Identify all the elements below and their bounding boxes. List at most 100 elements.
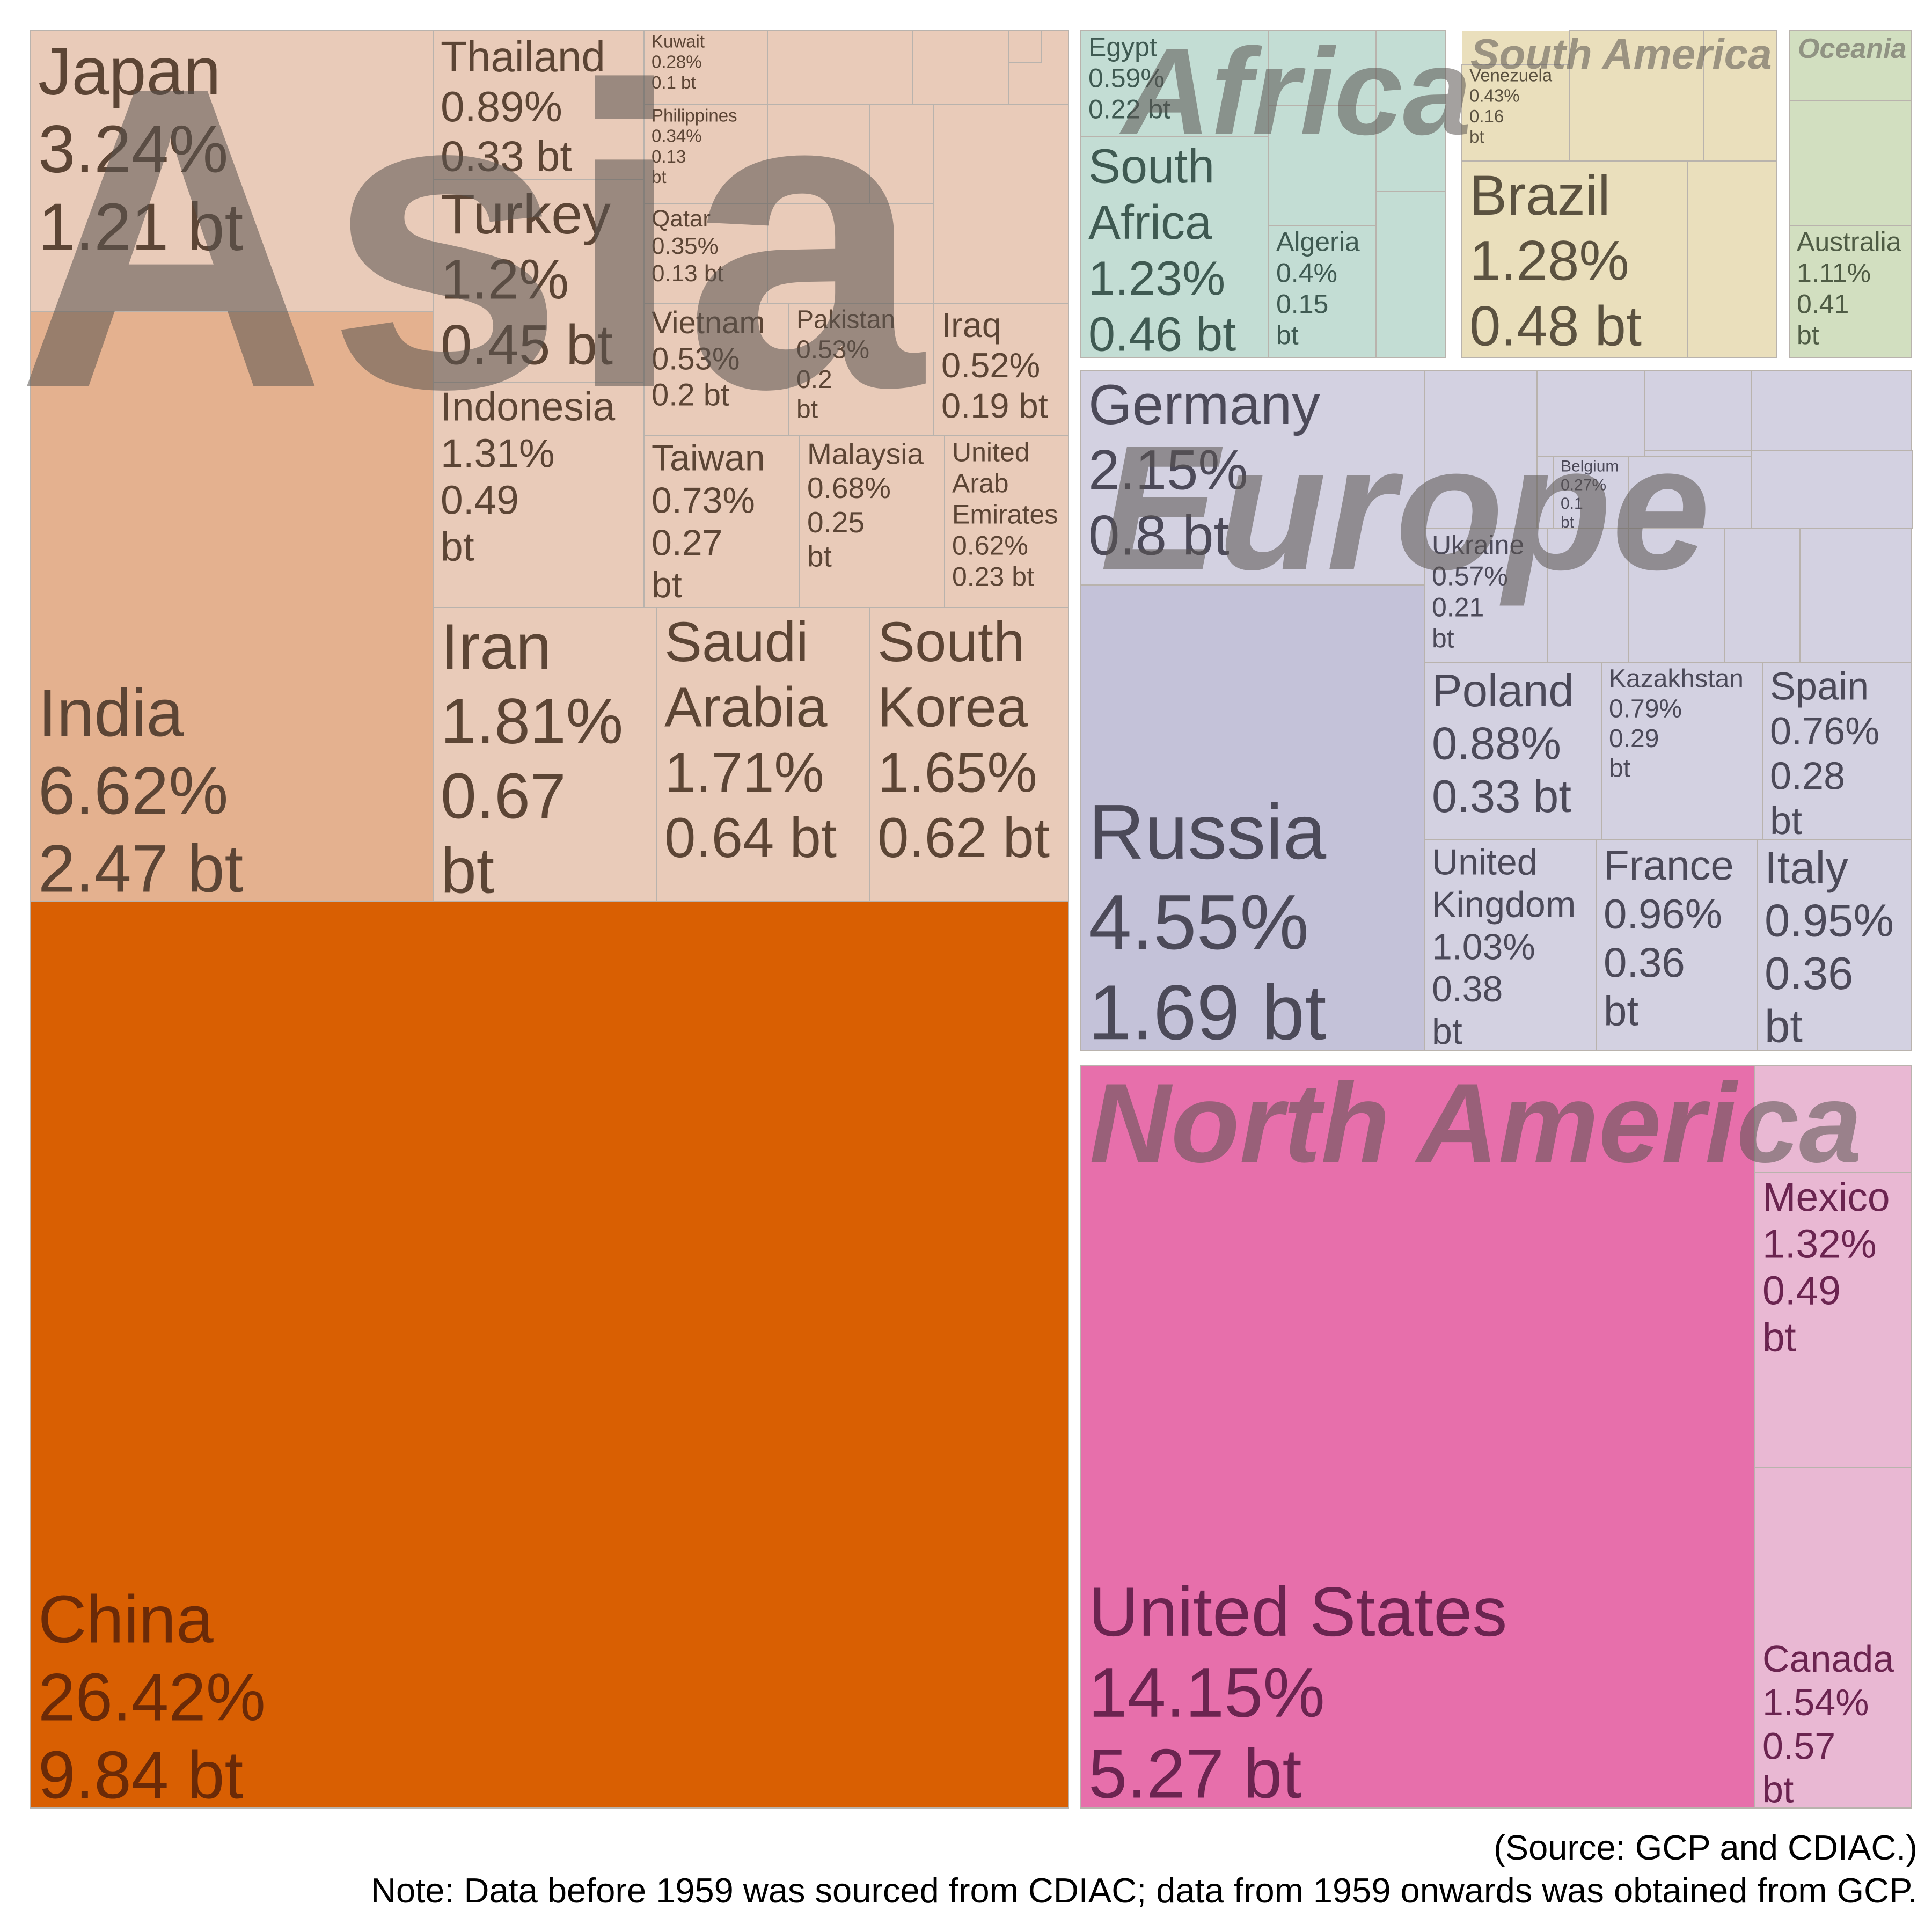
tile-brazil bbox=[1461, 160, 1688, 358]
label-germany: Germany 2.15% 0.8 bt bbox=[1088, 374, 1320, 567]
tile-other-4 bbox=[912, 30, 1009, 105]
label-qatar: Qatar 0.35% 0.13 bt bbox=[652, 206, 724, 287]
tile-south-africa bbox=[1080, 136, 1269, 358]
label-saudi-arabia: Saudi Arabia 1.71% 0.64 bt bbox=[664, 611, 837, 869]
label-indonesia: Indonesia 1.31% 0.49 bt bbox=[441, 384, 616, 569]
label-mexico: Mexico 1.32% 0.49 bt bbox=[1762, 1174, 1890, 1359]
label-spain: Spain 0.76% 0.28 bt bbox=[1770, 665, 1879, 843]
tile-germany bbox=[1080, 370, 1425, 586]
label-china: China 26.42% 9.84 bt bbox=[38, 1582, 266, 1812]
group-label-europe: Europe bbox=[1100, 408, 1710, 608]
label-pakistan: Pakistan 0.53% 0.2 bt bbox=[796, 306, 895, 424]
label-kuwait: Kuwait 0.28% 0.1 bt bbox=[652, 31, 705, 92]
tile-indonesia bbox=[433, 382, 645, 608]
tile-other-10 bbox=[1375, 30, 1446, 192]
group-label-north-america: North America bbox=[1089, 1060, 1862, 1186]
source-caption: (Source: GCP and CDIAC.) bbox=[1494, 1828, 1918, 1867]
tile-other-26 bbox=[1751, 450, 1913, 529]
label-venezuela: Venezuela 0.43% 0.16 bt bbox=[1469, 65, 1553, 147]
tile-other-1 bbox=[767, 104, 870, 204]
label-australia: Australia 1.11% 0.41 bt bbox=[1797, 227, 1901, 350]
tile-united-kingdom bbox=[1424, 839, 1597, 1051]
tile-japan bbox=[30, 30, 434, 312]
tile-belgium bbox=[1553, 456, 1629, 529]
tile-pakistan bbox=[788, 303, 934, 436]
label-south-korea: South Korea 1.65% 0.62 bt bbox=[877, 611, 1050, 869]
tile-vietnam bbox=[643, 303, 789, 436]
tile-other-21 bbox=[1547, 528, 1629, 663]
label-egypt: Egypt 0.59% 0.22 bt bbox=[1088, 32, 1170, 125]
tile-taiwan bbox=[643, 435, 800, 608]
label-south-africa: South Africa 1.23% 0.46 bt bbox=[1088, 140, 1236, 362]
tile-algeria bbox=[1268, 225, 1377, 358]
tile-iran bbox=[433, 607, 657, 902]
tile-russia bbox=[1080, 584, 1425, 1051]
label-vietnam: Vietnam 0.53% 0.2 bt bbox=[652, 305, 765, 413]
tile-ukraine bbox=[1424, 528, 1548, 663]
label-kazakhstan: Kazakhstan 0.79% 0.29 bt bbox=[1609, 665, 1744, 783]
tile-egypt bbox=[1080, 30, 1269, 137]
tile-australia bbox=[1789, 225, 1912, 358]
tile-other-8 bbox=[1268, 30, 1377, 106]
group-label-oceania: Oceania bbox=[1798, 33, 1906, 64]
tile-mexico bbox=[1754, 1172, 1912, 1468]
tile-iraq bbox=[933, 303, 1069, 436]
label-philippines: Philippines 0.34% 0.13 bt bbox=[652, 105, 737, 187]
tile-qatar bbox=[643, 203, 768, 304]
label-france: France 0.96% 0.36 bt bbox=[1604, 841, 1734, 1034]
tile-other-11 bbox=[1375, 191, 1446, 358]
label-brazil: Brazil 1.28% 0.48 bt bbox=[1469, 164, 1642, 358]
tile-other-14 bbox=[1703, 30, 1777, 162]
tile-venezuela bbox=[1461, 64, 1570, 162]
label-ukraine: Ukraine 0.57% 0.21 bt bbox=[1432, 530, 1524, 654]
label-india: India 6.62% 2.47 bt bbox=[38, 676, 243, 906]
tile-other-0 bbox=[767, 30, 913, 105]
label-thailand: Thailand 0.89% 0.33 bt bbox=[441, 33, 605, 180]
group-label-africa: Africa bbox=[1119, 23, 1472, 160]
tile-turkey bbox=[433, 179, 645, 383]
label-turkey: Turkey 1.2% 0.45 bt bbox=[441, 183, 613, 377]
label-canada: Canada 1.54% 0.57 bt bbox=[1762, 1638, 1894, 1811]
tile-other-16 bbox=[1789, 100, 1912, 226]
tile-saudi-arabia bbox=[656, 607, 870, 902]
label-taiwan: Taiwan 0.73% 0.27 bt bbox=[652, 438, 765, 606]
tile-other-23 bbox=[1724, 528, 1801, 663]
tile-other-9 bbox=[1268, 105, 1377, 226]
label-united-arab-emirates: United Arab Emirates 0.62% 0.23 bt bbox=[952, 437, 1058, 592]
label-italy: Italy 0.95% 0.36 bt bbox=[1765, 843, 1894, 1052]
tile-other-17 bbox=[1424, 370, 1538, 529]
label-algeria: Algeria 0.4% 0.15 bt bbox=[1276, 227, 1360, 350]
group-label-south-america: South America bbox=[1470, 30, 1772, 78]
tile-thailand bbox=[433, 30, 645, 180]
tile-united-states bbox=[1080, 1065, 1755, 1809]
tile-other-27 bbox=[1754, 1065, 1912, 1173]
tile-philippines bbox=[643, 104, 768, 204]
tile-other-15 bbox=[1789, 30, 1912, 101]
tile-other-19 bbox=[1644, 370, 1752, 451]
label-russia: Russia 4.55% 1.69 bt bbox=[1088, 788, 1327, 1056]
tile-other-22 bbox=[1628, 528, 1725, 663]
tile-italy bbox=[1757, 839, 1912, 1051]
label-iran: Iran 1.81% 0.67 bt bbox=[441, 611, 623, 907]
tile-south-korea bbox=[869, 607, 1069, 902]
tile-kuwait bbox=[643, 30, 768, 105]
tile-india bbox=[30, 311, 434, 902]
label-belgium: Belgium 0.27% 0.1 bt bbox=[1561, 458, 1619, 531]
tile-other-6 bbox=[933, 104, 1069, 304]
tile-france bbox=[1596, 839, 1758, 1051]
label-iraq: Iraq 0.52% 0.19 bt bbox=[941, 305, 1048, 426]
tile-other-7 bbox=[1008, 30, 1042, 63]
label-united-states: United States 14.15% 5.27 bt bbox=[1088, 1572, 1507, 1813]
tile-malaysia bbox=[799, 435, 945, 608]
tile-other-3 bbox=[767, 203, 934, 304]
label-japan: Japan 3.24% 1.21 bt bbox=[38, 34, 243, 265]
tile-other-2 bbox=[869, 104, 934, 204]
tile-poland bbox=[1424, 662, 1602, 840]
group-label-asia: Asia bbox=[16, 0, 926, 478]
tile-spain bbox=[1762, 662, 1912, 840]
tile-canada bbox=[1754, 1467, 1912, 1809]
label-malaysia: Malaysia 0.68% 0.25 bt bbox=[807, 437, 924, 573]
note-caption: Note: Data before 1959 was sourced from … bbox=[371, 1871, 1918, 1910]
tile-kazakhstan bbox=[1601, 662, 1763, 840]
label-poland: Poland 0.88% 0.33 bt bbox=[1432, 665, 1574, 822]
